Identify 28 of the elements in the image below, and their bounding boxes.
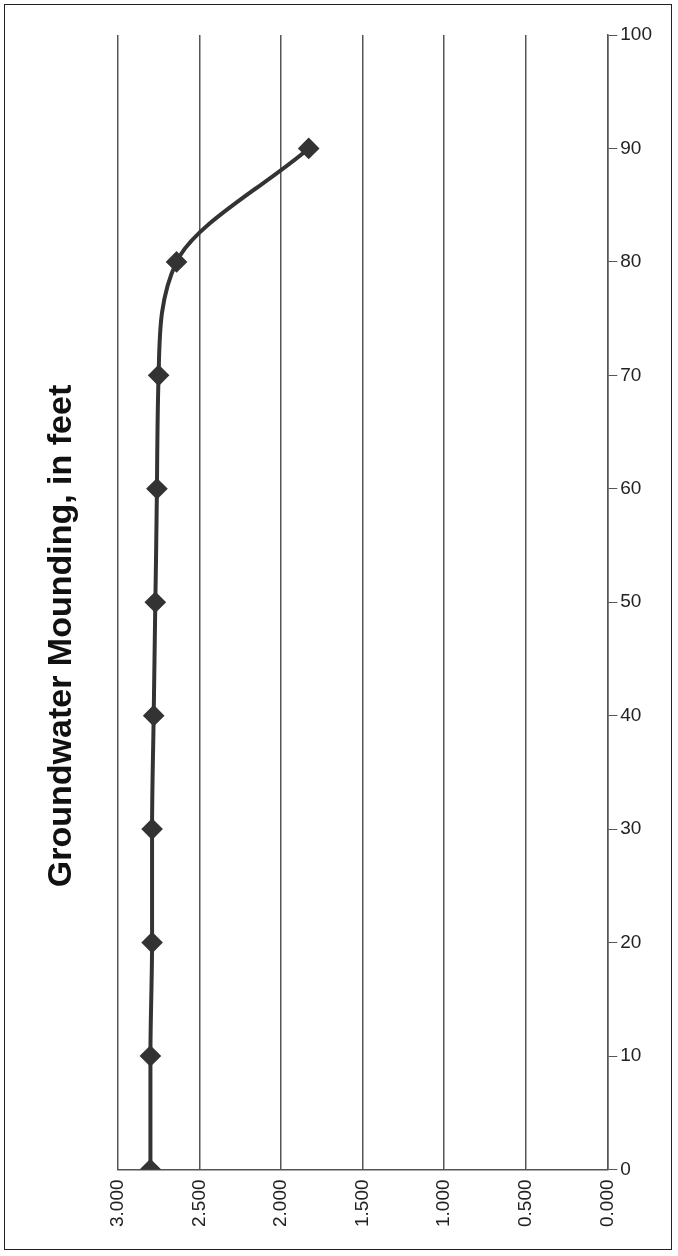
y-tick-label: 20	[620, 930, 642, 952]
y-tick-label: 100	[620, 23, 652, 45]
x-tick-label: 2.500	[187, 1179, 209, 1227]
point	[166, 251, 187, 272]
point	[145, 592, 166, 613]
x-tick-label: 1.500	[350, 1179, 372, 1227]
point	[142, 932, 163, 953]
y-tick-label: 0	[620, 1157, 631, 1179]
text: Groundwater Mounding, in feet	[39, 384, 78, 888]
point	[298, 138, 319, 159]
y-tick-label: 30	[620, 817, 642, 839]
y-tick-label: 80	[620, 250, 642, 272]
point	[148, 365, 169, 386]
y-tick-label: 60	[620, 477, 642, 499]
point	[142, 819, 163, 840]
y-tick-label: 50	[620, 590, 642, 612]
point	[140, 1046, 161, 1067]
x-tick-label: 0.500	[513, 1179, 535, 1227]
point	[143, 705, 164, 726]
x-tick-label: 3.000	[106, 1179, 128, 1227]
x-tick-label: 2.000	[269, 1179, 291, 1227]
y-tick-label: 70	[620, 363, 642, 385]
y-tick-label: 40	[620, 703, 642, 725]
y-tick-label: 10	[620, 1044, 642, 1066]
x-tick-label: 1.000	[432, 1179, 454, 1227]
x-tick-label: 0.000	[595, 1179, 617, 1227]
y-tick-label: 90	[620, 136, 642, 158]
point	[146, 478, 167, 499]
